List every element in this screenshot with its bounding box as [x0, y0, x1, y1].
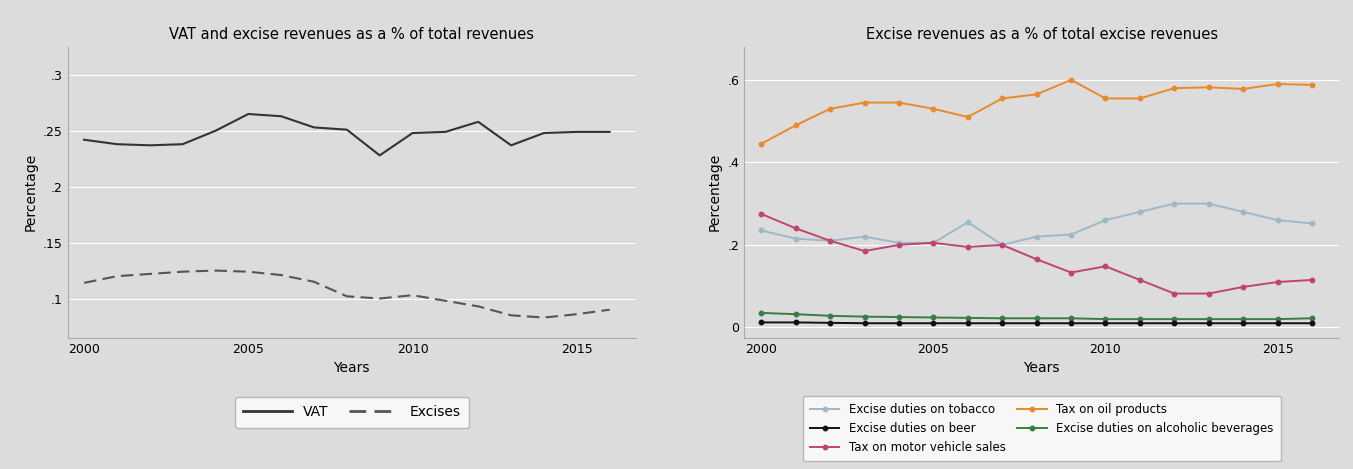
Y-axis label: Percentage: Percentage	[23, 153, 38, 231]
Legend: Excise duties on tobacco, Excise duties on beer, Tax on motor vehicle sales, Tax: Excise duties on tobacco, Excise duties …	[802, 396, 1281, 461]
Legend: VAT, Excises: VAT, Excises	[235, 397, 468, 428]
Y-axis label: Percentage: Percentage	[708, 153, 723, 231]
Title: VAT and excise revenues as a % of total revenues: VAT and excise revenues as a % of total …	[169, 27, 534, 42]
X-axis label: Years: Years	[334, 361, 369, 375]
X-axis label: Years: Years	[1024, 361, 1059, 375]
Title: Excise revenues as a % of total excise revenues: Excise revenues as a % of total excise r…	[866, 27, 1218, 42]
